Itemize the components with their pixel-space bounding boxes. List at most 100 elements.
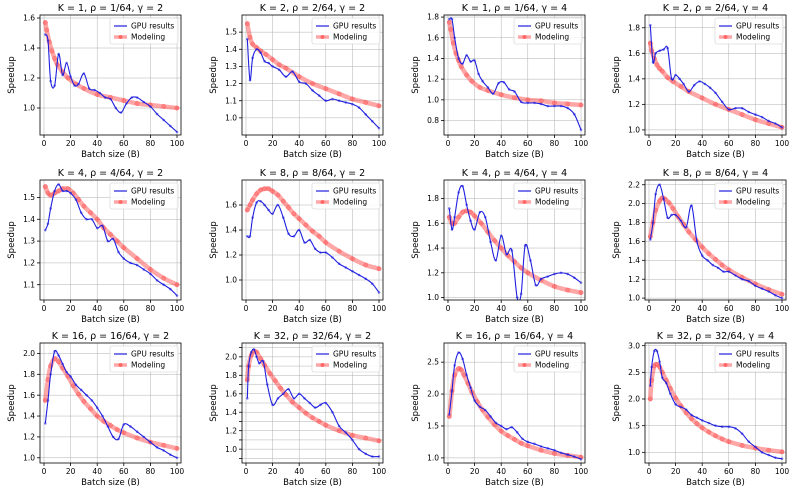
- gpu-point: [292, 234, 296, 238]
- legend-model-marker: [522, 35, 527, 39]
- plot-frame: [644, 179, 787, 301]
- x-axis-label: Batch size (B): [283, 315, 342, 325]
- y-tick-label: 2.0: [427, 390, 439, 399]
- x-tick-label: 0: [446, 467, 451, 476]
- y-tick-label: 1.4: [225, 226, 237, 235]
- modeling-markers: [446, 19, 584, 108]
- legend-box: [513, 182, 583, 210]
- gpu-point: [457, 351, 460, 354]
- gpu-point: [664, 381, 668, 385]
- legend: GPU results Modeling: [714, 345, 784, 373]
- gpu-point: [46, 399, 50, 402]
- gpu-point: [760, 451, 764, 454]
- legend: GPU results Modeling: [311, 17, 381, 45]
- gpu-point: [760, 115, 764, 119]
- modeling-point: [666, 200, 672, 206]
- plot-area: [244, 21, 382, 130]
- y-tick-label: 2.2: [628, 180, 640, 189]
- y-tick-label: 1.3: [225, 62, 237, 71]
- gpu-point: [727, 108, 731, 111]
- modeling-point: [174, 105, 180, 111]
- gpu-markers: [649, 349, 784, 461]
- modeling-point: [525, 97, 531, 103]
- gpu-point: [57, 354, 60, 357]
- gpu-point: [311, 89, 314, 92]
- legend-model-label: Modeling: [736, 198, 770, 207]
- y-tick-label: 1.2: [427, 268, 439, 277]
- legend-box: [714, 182, 784, 210]
- gpu-point: [308, 401, 312, 405]
- gpu-point: [774, 293, 777, 297]
- x-tick-label: 60: [119, 304, 129, 313]
- y-axis-label: Speedup: [209, 384, 219, 421]
- modeling-markers: [244, 21, 382, 109]
- modeling-point: [498, 92, 504, 98]
- gpu-point: [722, 270, 725, 273]
- gpu-point: [79, 388, 83, 392]
- plot-frame: [443, 14, 586, 136]
- gpu-point: [351, 438, 354, 442]
- y-tick-label: 1.2: [23, 259, 35, 268]
- modeling-point: [323, 240, 329, 245]
- modeling-point: [121, 245, 127, 251]
- modeling-series-line: [648, 361, 785, 455]
- gpu-point: [481, 79, 484, 83]
- x-tick-label: 80: [348, 139, 358, 148]
- gpu-point: [129, 261, 132, 265]
- gpu-point: [700, 419, 704, 422]
- x-tick-label: 100: [372, 467, 387, 476]
- modeling-point: [665, 75, 671, 81]
- gpu-point: [155, 279, 159, 282]
- y-tick-label: 1.2: [23, 433, 35, 442]
- modeling-point: [512, 95, 517, 101]
- gpu-point: [44, 33, 47, 36]
- legend-model-marker: [522, 363, 527, 367]
- modeling-point: [121, 430, 127, 436]
- gpu-markers: [246, 37, 381, 130]
- y-tick-label: 1.8: [628, 218, 640, 227]
- gpu-point: [53, 189, 56, 193]
- y-tick-label: 1.8: [628, 23, 640, 32]
- gpu-point: [357, 273, 361, 277]
- gpu-point: [111, 435, 115, 439]
- gpu-point: [708, 86, 712, 90]
- plot-frame: [644, 342, 787, 464]
- gpu-point: [505, 427, 508, 431]
- modeling-point: [686, 229, 692, 235]
- gpu-point: [265, 383, 269, 386]
- gpu-point: [473, 59, 476, 62]
- gpu-point: [119, 111, 123, 114]
- gpu-point: [276, 203, 280, 207]
- gpu-point: [337, 424, 341, 428]
- panel-title: K = 4, ρ = 4/64, γ = 4: [462, 168, 567, 179]
- legend: GPU results Modeling: [714, 17, 784, 45]
- gpu-point: [453, 36, 456, 40]
- gpu-point: [317, 94, 321, 97]
- gpu-point: [727, 270, 731, 273]
- y-tick-label: 1.4: [427, 244, 439, 253]
- gpu-point: [539, 102, 543, 106]
- gpu-point: [666, 216, 669, 220]
- modeling-point: [713, 256, 718, 262]
- modeling-point: [349, 96, 355, 102]
- gpu-point: [371, 282, 374, 286]
- legend: GPU results Modeling: [109, 182, 179, 210]
- modeling-markers: [647, 195, 785, 297]
- modeling-point: [134, 435, 140, 441]
- gpu-point: [679, 219, 683, 222]
- x-tick-label: 40: [496, 139, 506, 148]
- chart-panel-6: 0 20 40 60 80 100 1.0 1.2 1.4 1.6 K = 8, ρ = 8/64,…: [209, 168, 386, 325]
- y-tick-label: 1.8: [427, 194, 439, 203]
- gpu-point: [497, 81, 500, 85]
- gpu-point: [566, 272, 570, 276]
- gpu-point: [698, 80, 701, 83]
- y-tick-label: 1.2: [225, 426, 237, 435]
- gpu-point: [313, 406, 317, 409]
- gpu-point: [371, 455, 374, 458]
- panel-title: K = 16, ρ = 16/64, γ = 4: [456, 331, 573, 342]
- y-tick-label: 1.8: [23, 370, 35, 379]
- gpu-point: [271, 212, 274, 216]
- gpu-point: [149, 440, 152, 444]
- x-axis-label: Batch size (B): [686, 315, 745, 325]
- panel-title: K = 2, ρ = 2/64, γ = 4: [663, 3, 768, 14]
